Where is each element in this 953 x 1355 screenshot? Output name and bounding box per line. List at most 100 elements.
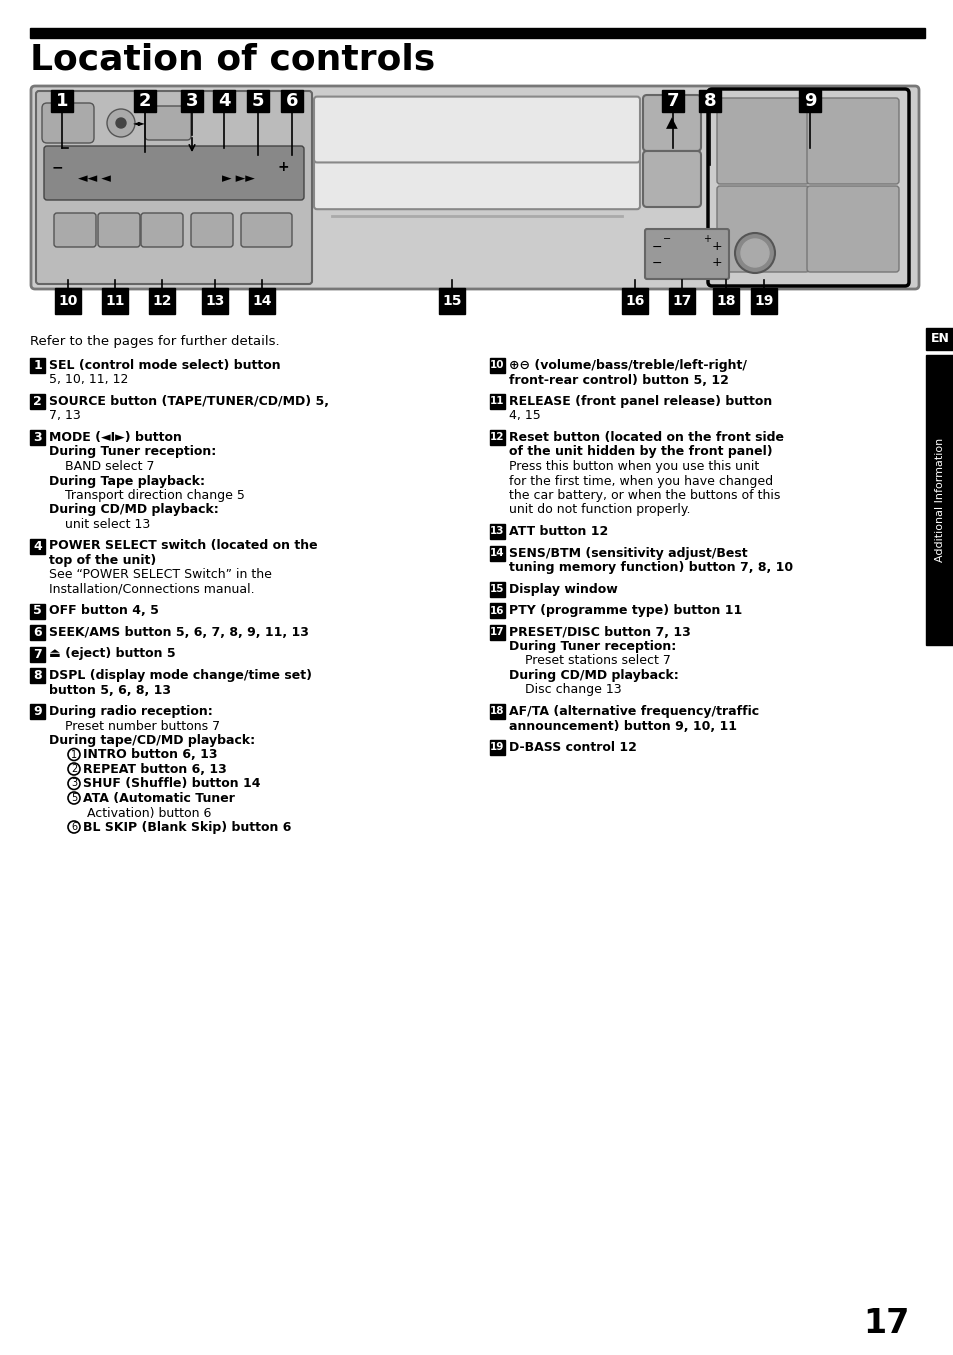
Text: 3: 3	[186, 92, 198, 110]
Text: 2: 2	[138, 92, 152, 110]
FancyBboxPatch shape	[44, 146, 304, 201]
Text: 7, 13: 7, 13	[49, 409, 81, 423]
Circle shape	[734, 233, 774, 272]
Circle shape	[68, 763, 80, 775]
Text: 12: 12	[490, 432, 504, 443]
Text: 5: 5	[71, 793, 77, 804]
Text: ATA (Automatic Tuner: ATA (Automatic Tuner	[83, 793, 234, 805]
Text: During Tape playback:: During Tape playback:	[49, 474, 205, 488]
Text: ⊕⊖ (volume/bass/treble/left-right/: ⊕⊖ (volume/bass/treble/left-right/	[509, 359, 746, 373]
Text: SEEK/AMS button 5, 6, 7, 8, 9, 11, 13: SEEK/AMS button 5, 6, 7, 8, 9, 11, 13	[49, 626, 309, 640]
Bar	[490, 625, 504, 640]
Bar	[30, 705, 45, 720]
Text: 18: 18	[490, 706, 504, 717]
Text: 16: 16	[490, 606, 504, 615]
Text: Additional Information: Additional Information	[934, 438, 944, 562]
Bar	[490, 358, 504, 373]
Circle shape	[740, 238, 768, 267]
Text: PRESET/DISC button 7, 13: PRESET/DISC button 7, 13	[509, 626, 690, 638]
Text: 15: 15	[490, 584, 504, 593]
Text: of the unit hidden by the front panel): of the unit hidden by the front panel)	[509, 446, 772, 458]
FancyBboxPatch shape	[806, 186, 898, 272]
Text: −: −	[51, 160, 63, 173]
Text: 4: 4	[217, 92, 230, 110]
Text: 17: 17	[490, 627, 504, 637]
FancyBboxPatch shape	[707, 89, 908, 286]
Text: Reset button (located on the front side: Reset button (located on the front side	[509, 431, 783, 444]
Text: POWER SELECT switch (located on the: POWER SELECT switch (located on the	[49, 539, 317, 553]
Text: +: +	[711, 256, 721, 270]
Text: 4, 15: 4, 15	[509, 409, 540, 423]
Text: unit select 13: unit select 13	[57, 518, 150, 531]
Text: 4: 4	[33, 539, 42, 553]
Bar	[750, 289, 776, 314]
Text: SHUF (Shuffle) button 14: SHUF (Shuffle) button 14	[83, 778, 260, 790]
Text: 5: 5	[33, 604, 42, 618]
Text: DSPL (display mode change/time set): DSPL (display mode change/time set)	[49, 669, 312, 682]
Text: 1: 1	[33, 359, 42, 373]
Text: 7: 7	[33, 648, 42, 660]
Text: 14: 14	[252, 294, 272, 308]
Text: 5, 10, 11, 12: 5, 10, 11, 12	[49, 374, 129, 386]
Bar	[30, 358, 45, 373]
Text: During Tuner reception:: During Tuner reception:	[509, 640, 676, 653]
Bar	[490, 581, 504, 596]
Bar	[30, 603, 45, 618]
Text: 19: 19	[754, 294, 773, 308]
Text: Activation) button 6: Activation) button 6	[87, 806, 212, 820]
Bar	[30, 28, 924, 38]
Text: 1: 1	[55, 92, 69, 110]
FancyBboxPatch shape	[717, 186, 808, 272]
FancyBboxPatch shape	[191, 213, 233, 247]
Text: 9: 9	[33, 705, 42, 718]
Bar	[249, 289, 274, 314]
Bar	[51, 89, 73, 112]
FancyBboxPatch shape	[806, 98, 898, 184]
Bar	[213, 89, 234, 112]
Text: See “POWER SELECT Switch” in the: See “POWER SELECT Switch” in the	[49, 569, 272, 581]
Text: RELEASE (front panel release) button: RELEASE (front panel release) button	[509, 396, 771, 408]
Text: 12: 12	[152, 294, 172, 308]
Text: 17: 17	[672, 294, 691, 308]
Text: 5: 5	[252, 92, 264, 110]
Bar	[490, 546, 504, 561]
Text: 6: 6	[33, 626, 42, 640]
Text: ◄►: ◄►	[132, 118, 146, 127]
Text: +: +	[277, 160, 289, 173]
Text: 19: 19	[490, 743, 504, 752]
Text: ⏏ (eject) button 5: ⏏ (eject) button 5	[49, 648, 175, 660]
Text: 6: 6	[286, 92, 298, 110]
Text: 1: 1	[71, 749, 77, 760]
Text: ATT button 12: ATT button 12	[509, 524, 608, 538]
Bar	[133, 89, 156, 112]
FancyBboxPatch shape	[36, 91, 312, 285]
Text: 7: 7	[666, 92, 679, 110]
Circle shape	[68, 748, 80, 760]
Text: Installation/Connections manual.: Installation/Connections manual.	[49, 583, 254, 596]
FancyBboxPatch shape	[642, 150, 700, 207]
Text: INTRO button 6, 13: INTRO button 6, 13	[83, 748, 217, 762]
Text: Press this button when you use this unit: Press this button when you use this unit	[509, 459, 759, 473]
Text: tuning memory function) button 7, 8, 10: tuning memory function) button 7, 8, 10	[509, 561, 792, 575]
Text: SOURCE button (TAPE/TUNER/CD/MD) 5,: SOURCE button (TAPE/TUNER/CD/MD) 5,	[49, 396, 329, 408]
Bar	[30, 394, 45, 409]
Text: SENS/BTM (sensitivity adjust/Best: SENS/BTM (sensitivity adjust/Best	[509, 546, 747, 560]
FancyBboxPatch shape	[98, 213, 140, 247]
Text: 18: 18	[716, 294, 735, 308]
Text: During Tuner reception:: During Tuner reception:	[49, 446, 216, 458]
Bar	[668, 289, 695, 314]
Text: 13: 13	[205, 294, 225, 308]
Text: Preset number buttons 7: Preset number buttons 7	[57, 720, 220, 733]
Text: top of the unit): top of the unit)	[49, 554, 156, 566]
Bar	[30, 538, 45, 553]
Bar	[799, 89, 821, 112]
Bar	[30, 646, 45, 661]
Bar	[55, 289, 81, 314]
Text: BAND select 7: BAND select 7	[57, 459, 154, 473]
Text: 6: 6	[71, 822, 77, 832]
Text: Refer to the pages for further details.: Refer to the pages for further details.	[30, 335, 279, 348]
Bar	[925, 355, 953, 645]
Text: Preset stations select 7: Preset stations select 7	[517, 654, 670, 668]
Text: During CD/MD playback:: During CD/MD playback:	[509, 669, 678, 682]
Text: announcement) button 9, 10, 11: announcement) button 9, 10, 11	[509, 720, 737, 733]
